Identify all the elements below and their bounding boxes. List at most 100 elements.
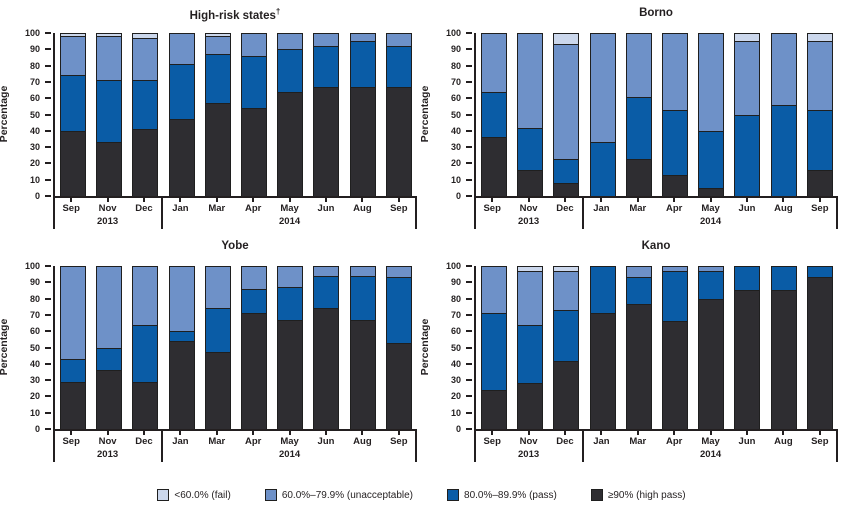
- panel-high-risk-states: High-risk states† Percentage 0 10 20 30 40 50 60…: [0, 0, 421, 233]
- x-tick-label: Jan: [593, 436, 610, 447]
- x-tick-label: May: [701, 436, 720, 447]
- y-tick-mark: [466, 129, 472, 132]
- x-tick-label: Sep: [483, 203, 501, 214]
- bar-segment-80-0-89-9-pass: [97, 347, 122, 371]
- x-tick-label: Mar: [208, 203, 226, 214]
- title-dagger: †: [275, 7, 281, 16]
- x-tick-mark: [709, 431, 712, 435]
- panel-borno: Borno Percentage 0 10 20 30 40 50 60 70 80 90 100 Sep…: [419, 0, 842, 233]
- x-tick-label: Mar: [208, 436, 226, 447]
- bar-segment-90-high-pass: [61, 130, 86, 196]
- bar-segment-80-0-89-9-pass: [61, 358, 86, 382]
- y-tick-mark: [45, 64, 51, 67]
- bar-segment-90-high-pass: [386, 86, 411, 196]
- bar-may-6: [698, 33, 725, 196]
- year-separator: [53, 431, 55, 462]
- panel-title: High-risk states†: [189, 7, 281, 22]
- x-year-label: 2014: [700, 216, 722, 227]
- bar-segment-60-0-79-9-unacceptable: [242, 33, 267, 56]
- y-tick-mark: [45, 362, 51, 365]
- x-tick-label: Nov: [519, 436, 538, 447]
- bar-segment-90-high-pass: [518, 383, 543, 429]
- y-tick-mark: [45, 32, 51, 34]
- year-separator: [161, 198, 164, 229]
- bar-segment-90-high-pass: [133, 129, 158, 196]
- y-tick-mark: [466, 313, 472, 316]
- bar-apr-5: [241, 33, 268, 196]
- bar-segment-60-0-79-9-unacceptable: [242, 266, 267, 289]
- bar-segment-90-high-pass: [205, 352, 230, 429]
- bar-segment-60-0-79-9-unacceptable: [133, 266, 158, 325]
- bar-segment-60-0-79-9-unacceptable: [554, 270, 579, 311]
- y-tick-label: 60: [29, 326, 40, 337]
- bar-sep-9: [385, 266, 412, 429]
- y-axis: 0 10 20 30 40 50 60 70 80 90 100: [0, 261, 53, 434]
- x-tick-label: Sep: [390, 203, 408, 214]
- y-tick-mark: [45, 313, 51, 316]
- bar-segment-60-0-fail: [518, 266, 543, 271]
- x-tick-mark: [106, 198, 109, 202]
- x-tick-mark: [325, 431, 327, 435]
- x-axis: Sep Nov Dec Jan Mar Apr May Jun Aug Sep 2013 2014: [474, 431, 838, 466]
- x-tick-label: Aug: [353, 203, 372, 214]
- x-tick-mark: [709, 198, 712, 202]
- x-tick-label: Sep: [811, 436, 829, 447]
- bar-segment-80-0-89-9-pass: [554, 158, 579, 183]
- bar-segment-80-0-89-9-pass: [771, 266, 796, 291]
- y-tick-label: 100: [445, 28, 461, 38]
- plot-area: [53, 266, 417, 431]
- bar-sep-0: [481, 33, 508, 196]
- y-tick-mark: [45, 129, 51, 132]
- x-tick-mark: [252, 198, 255, 202]
- y-tick-label: 20: [29, 391, 40, 402]
- bar-segment-90-high-pass: [97, 142, 122, 196]
- y-tick-label: 80: [29, 293, 40, 304]
- bar-segment-90-high-pass: [699, 187, 724, 196]
- x-axis: Sep Nov Dec Jan Mar Apr May Jun Aug Sep 2013 2014: [474, 198, 838, 233]
- y-tick-mark: [45, 346, 51, 349]
- y-tick-mark: [45, 379, 51, 382]
- y-tick-mark: [466, 80, 472, 83]
- y-tick-mark: [45, 195, 51, 197]
- y-tick-label: 40: [29, 358, 40, 369]
- bar-aug-8: [770, 33, 797, 196]
- x-tick-label: Jun: [317, 203, 335, 214]
- bar-segment-80-0-89-9-pass: [97, 80, 122, 143]
- bar-segment-90-high-pass: [386, 342, 411, 429]
- bar-sep-9: [806, 266, 833, 429]
- bar-segment-80-0-89-9-pass: [807, 266, 832, 278]
- x-tick-mark: [397, 198, 400, 202]
- legend-swatch-pass: [447, 489, 460, 501]
- bar-segment-80-0-89-9-pass: [350, 275, 375, 320]
- y-tick-label: 60: [450, 93, 461, 104]
- y-tick-mark: [45, 428, 51, 430]
- x-tick-label: Sep: [811, 203, 829, 214]
- bar-segment-90-high-pass: [663, 321, 688, 429]
- bar-segment-60-0-79-9-unacceptable: [205, 266, 230, 309]
- bar-apr-5: [662, 266, 689, 429]
- bar-segment-90-high-pass: [482, 137, 507, 196]
- x-tick-mark: [636, 198, 639, 202]
- x-tick-label: Jan: [172, 203, 189, 214]
- y-tick-label: 20: [29, 158, 40, 169]
- y-tick-mark: [466, 178, 472, 181]
- y-tick-label: 70: [29, 309, 40, 320]
- y-tick-mark: [466, 281, 472, 284]
- bar-segment-90-high-pass: [554, 182, 579, 196]
- bar-segment-90-high-pass: [169, 340, 194, 429]
- x-tick-label: Nov: [98, 203, 117, 214]
- y-tick-label: 10: [450, 407, 461, 418]
- year-separator: [836, 431, 838, 462]
- bar-segment-60-0-fail: [554, 266, 579, 271]
- y-tick-label: 30: [450, 375, 461, 386]
- x-tick-mark: [746, 198, 748, 202]
- y-tick-label: 10: [450, 174, 461, 185]
- year-separator: [582, 198, 585, 229]
- bar-segment-90-high-pass: [663, 174, 688, 196]
- bar-jan-3: [168, 33, 195, 196]
- y-tick-mark: [45, 411, 51, 414]
- x-tick-label: Sep: [390, 436, 408, 447]
- x-tick-label: Apr: [245, 436, 262, 447]
- x-tick-label: Aug: [774, 436, 793, 447]
